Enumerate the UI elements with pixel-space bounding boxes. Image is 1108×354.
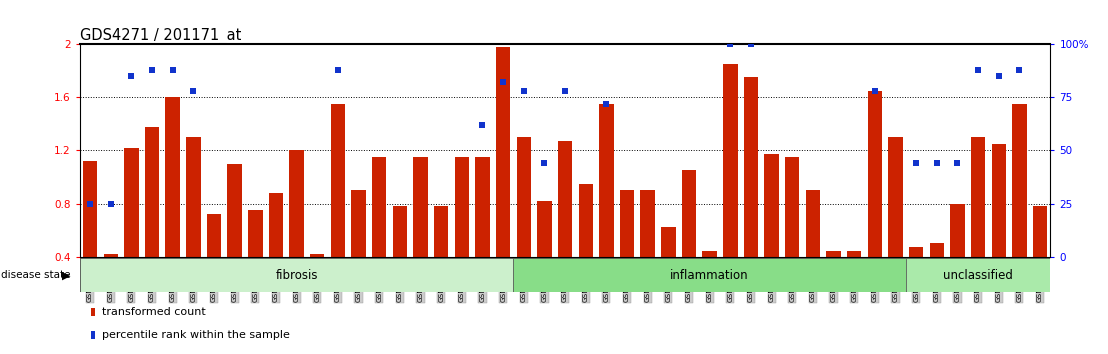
- Bar: [930, 244, 944, 257]
- Bar: [681, 170, 696, 257]
- Bar: [784, 157, 800, 257]
- Bar: [557, 141, 573, 257]
- Bar: [454, 157, 469, 257]
- Bar: [434, 206, 449, 257]
- Bar: [513, 258, 906, 292]
- Bar: [392, 206, 407, 257]
- Text: ▶: ▶: [62, 270, 71, 280]
- Bar: [372, 157, 387, 257]
- Text: transformed count: transformed count: [102, 307, 206, 318]
- Bar: [83, 161, 98, 257]
- Bar: [619, 190, 634, 257]
- Bar: [578, 184, 593, 257]
- Bar: [269, 193, 284, 257]
- Bar: [992, 144, 1006, 257]
- Bar: [951, 204, 965, 257]
- Bar: [351, 190, 366, 257]
- Bar: [413, 157, 428, 257]
- Text: unclassified: unclassified: [943, 269, 1013, 282]
- Bar: [724, 64, 738, 257]
- Bar: [743, 78, 758, 257]
- Bar: [909, 247, 923, 257]
- Bar: [827, 251, 841, 257]
- Bar: [248, 210, 263, 257]
- Text: disease state: disease state: [1, 270, 71, 280]
- Bar: [124, 148, 138, 257]
- Text: percentile rank within the sample: percentile rank within the sample: [102, 330, 290, 341]
- Bar: [537, 201, 552, 257]
- Bar: [145, 127, 160, 257]
- Bar: [806, 190, 820, 257]
- Bar: [868, 91, 882, 257]
- Bar: [765, 154, 779, 257]
- Bar: [186, 137, 201, 257]
- Bar: [906, 258, 1050, 292]
- Bar: [496, 47, 511, 257]
- Bar: [1033, 206, 1047, 257]
- Bar: [289, 150, 304, 257]
- Bar: [80, 258, 513, 292]
- Bar: [889, 137, 903, 257]
- Bar: [516, 137, 531, 257]
- Text: GDS4271 / 201171_at: GDS4271 / 201171_at: [80, 28, 242, 44]
- Bar: [310, 254, 325, 257]
- Bar: [847, 251, 861, 257]
- Bar: [702, 251, 717, 257]
- Bar: [599, 104, 614, 257]
- Text: inflammation: inflammation: [670, 269, 749, 282]
- Bar: [971, 137, 985, 257]
- Bar: [475, 157, 490, 257]
- Text: fibrosis: fibrosis: [276, 269, 318, 282]
- Bar: [207, 214, 222, 257]
- Bar: [640, 190, 655, 257]
- Bar: [661, 227, 676, 257]
- Bar: [103, 254, 117, 257]
- Bar: [330, 104, 346, 257]
- Bar: [227, 164, 242, 257]
- Bar: [1013, 104, 1027, 257]
- Bar: [165, 97, 179, 257]
